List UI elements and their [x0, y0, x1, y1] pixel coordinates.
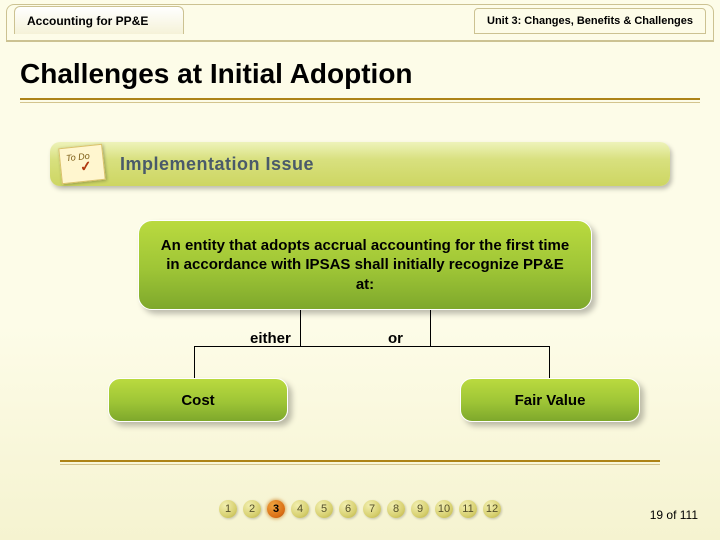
- pager: 123456789101112: [0, 500, 720, 524]
- page-counter: 19 of 111: [650, 508, 698, 522]
- todo-check-icon: ✓: [79, 157, 92, 175]
- pager-dot-8[interactable]: 8: [387, 500, 405, 518]
- diagram-main-text: An entity that adopts accrual accounting…: [157, 236, 573, 295]
- tab-main[interactable]: Accounting for PP&E: [14, 6, 184, 34]
- pager-dot-5[interactable]: 5: [315, 500, 333, 518]
- page-sep: of: [663, 508, 680, 522]
- tab-bar: Accounting for PP&E Unit 3: Changes, Ben…: [0, 0, 720, 40]
- tab-unit-label: Unit 3: Changes, Benefits & Challenges: [487, 15, 693, 27]
- implementation-banner-label: Implementation Issue: [120, 154, 314, 175]
- todo-note-icon: To Do ✓: [54, 140, 110, 186]
- pager-dot-11[interactable]: 11: [459, 500, 477, 518]
- diagram-either-label: either: [250, 330, 291, 347]
- diagram-or-label: or: [388, 330, 403, 347]
- page-title: Challenges at Initial Adoption: [20, 58, 413, 90]
- diagram-leaf-cost: Cost: [108, 378, 288, 422]
- diagram-leaf-cost-label: Cost: [181, 392, 214, 409]
- heading-rule-thick: [20, 98, 700, 100]
- connector-line: [300, 310, 301, 346]
- pager-dot-1[interactable]: 1: [219, 500, 237, 518]
- pager-dot-6[interactable]: 6: [339, 500, 357, 518]
- pager-dot-7[interactable]: 7: [363, 500, 381, 518]
- pager-dot-2[interactable]: 2: [243, 500, 261, 518]
- diagram-leaf-fair-value-label: Fair Value: [515, 392, 586, 409]
- connector-line: [194, 346, 549, 347]
- tab-main-label: Accounting for PP&E: [27, 14, 148, 28]
- heading-rule-thin: [20, 102, 700, 103]
- page-current: 19: [650, 508, 663, 522]
- diagram-leaf-fair-value: Fair Value: [460, 378, 640, 422]
- connector-line: [430, 310, 431, 346]
- implementation-banner: To Do ✓ Implementation Issue: [50, 142, 670, 186]
- pager-dot-9[interactable]: 9: [411, 500, 429, 518]
- page-total: 111: [680, 508, 698, 522]
- bottom-rule-thick: [60, 460, 660, 462]
- pager-dot-10[interactable]: 10: [435, 500, 453, 518]
- tab-baseline: [6, 40, 714, 42]
- pager-dot-3[interactable]: 3: [267, 500, 285, 518]
- pager-dot-4[interactable]: 4: [291, 500, 309, 518]
- bottom-rule-thin: [60, 464, 660, 465]
- connector-line: [194, 346, 195, 378]
- connector-line: [549, 346, 550, 378]
- pager-dot-12[interactable]: 12: [483, 500, 501, 518]
- tab-unit[interactable]: Unit 3: Changes, Benefits & Challenges: [474, 8, 706, 34]
- diagram-main-box: An entity that adopts accrual accounting…: [138, 220, 592, 310]
